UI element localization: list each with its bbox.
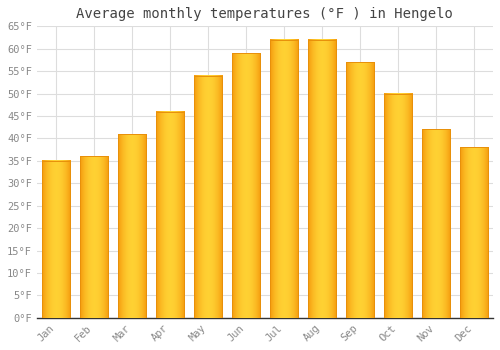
Bar [308, 40, 336, 318]
Bar [460, 147, 488, 318]
Bar [194, 76, 222, 318]
Bar [118, 134, 146, 318]
Bar [232, 53, 260, 318]
Bar [460, 147, 488, 318]
Bar [80, 156, 108, 318]
Title: Average monthly temperatures (°F ) in Hengelo: Average monthly temperatures (°F ) in He… [76, 7, 454, 21]
Bar [232, 53, 260, 318]
Bar [156, 112, 184, 318]
Bar [346, 62, 374, 318]
Bar [42, 161, 70, 318]
Bar [384, 93, 412, 318]
Bar [270, 40, 298, 318]
Bar [422, 130, 450, 318]
Bar [422, 130, 450, 318]
Bar [346, 62, 374, 318]
Bar [156, 112, 184, 318]
Bar [194, 76, 222, 318]
Bar [308, 40, 336, 318]
Bar [42, 161, 70, 318]
Bar [270, 40, 298, 318]
Bar [118, 134, 146, 318]
Bar [384, 93, 412, 318]
Bar [80, 156, 108, 318]
